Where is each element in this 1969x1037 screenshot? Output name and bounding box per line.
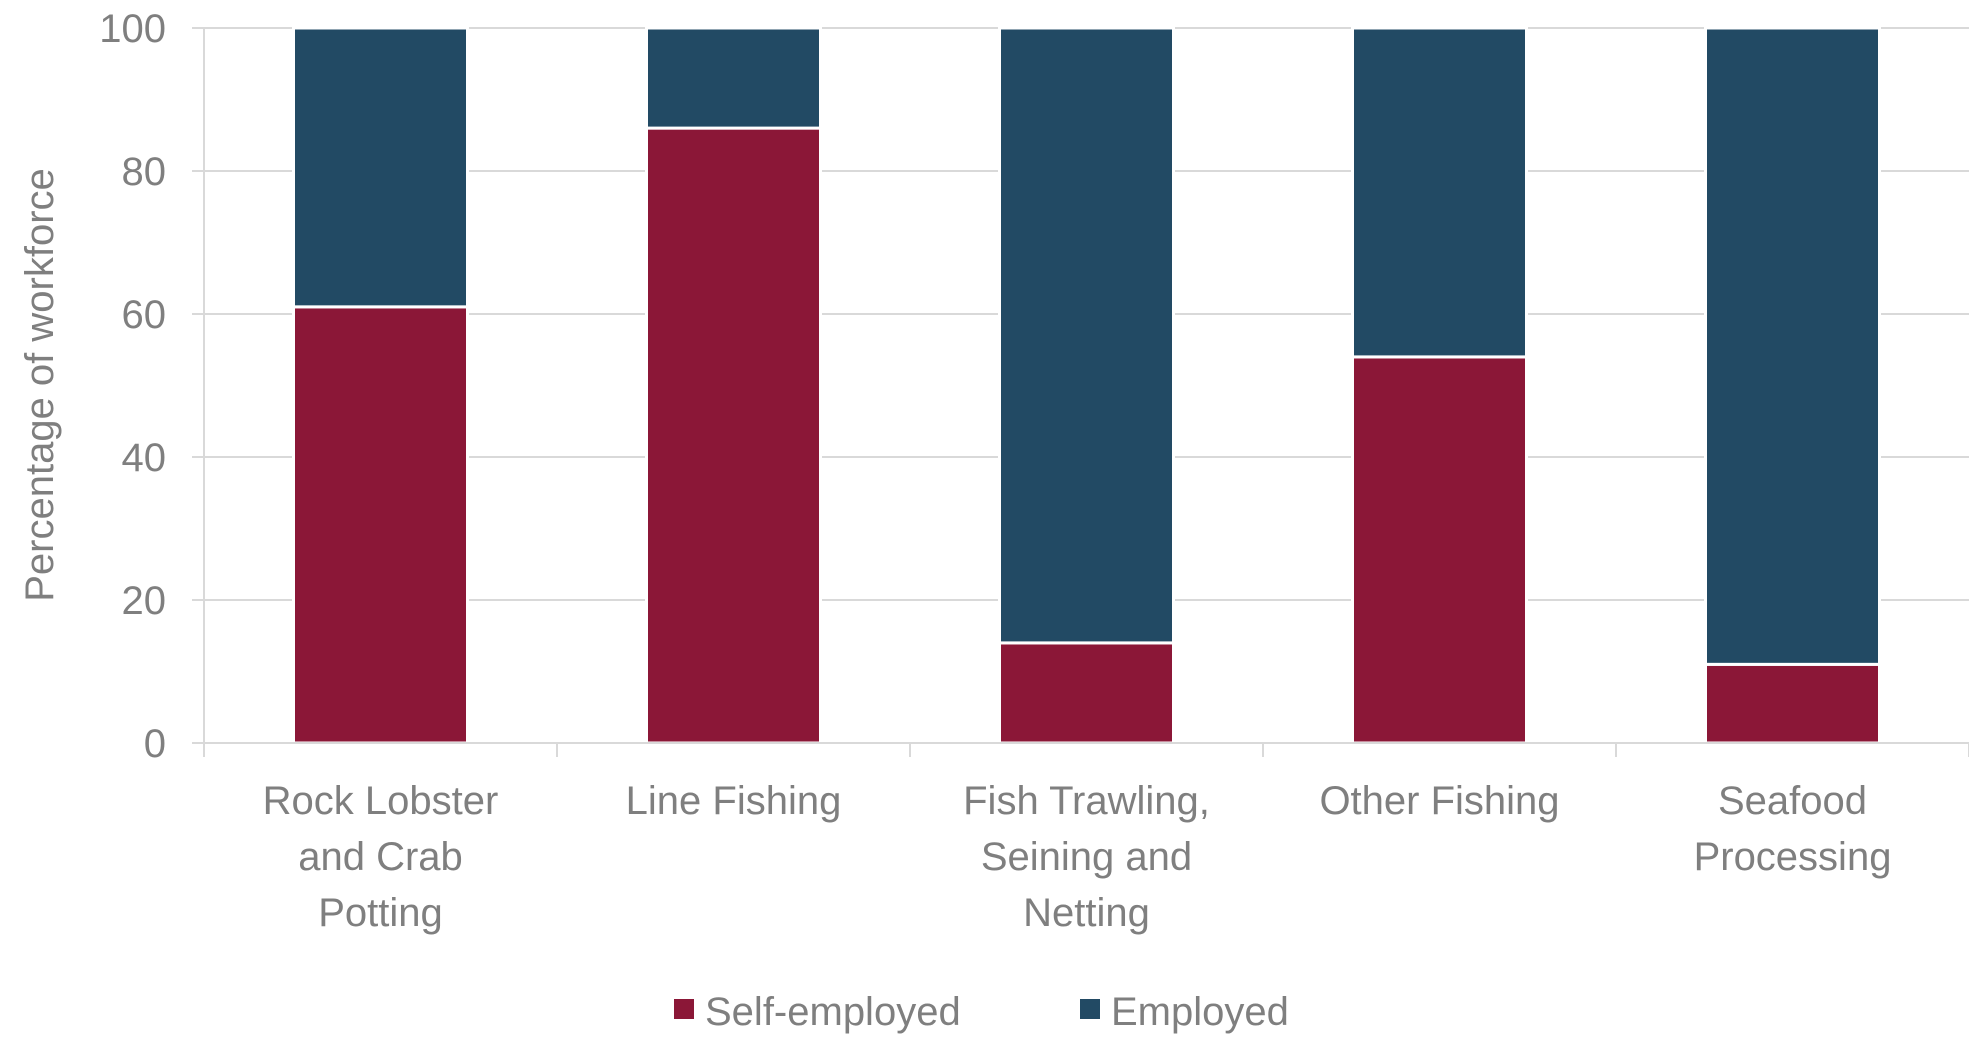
bar-self-employed-5 bbox=[1706, 664, 1880, 743]
category-labels: Rock Lobster and Crab Potting Line Fishing F… bbox=[263, 779, 1892, 935]
legend-swatch bbox=[674, 999, 694, 1019]
category-label-line: Fish Trawling, bbox=[963, 779, 1210, 823]
category-label-line: Seining and bbox=[981, 835, 1192, 879]
legend: Self-employed Employed bbox=[674, 990, 1289, 1034]
x-tick-marks bbox=[204, 743, 1969, 757]
bar-self-employed-1 bbox=[294, 307, 468, 743]
bar-self-employed-2 bbox=[647, 128, 821, 743]
y-tick-label: 60 bbox=[122, 293, 167, 337]
bar-employed-2 bbox=[647, 28, 821, 128]
category-label: Seafood Processing bbox=[1694, 779, 1892, 879]
y-tick-label: 20 bbox=[122, 579, 167, 623]
y-tick-labels: 0 20 40 60 80 100 bbox=[99, 7, 166, 766]
y-tick-label: 100 bbox=[99, 7, 166, 51]
category-label: Line Fishing bbox=[626, 779, 842, 823]
legend-swatch bbox=[1080, 999, 1100, 1019]
category-label-line: Rock Lobster bbox=[263, 779, 499, 823]
category-label-line: and Crab bbox=[298, 835, 463, 879]
category-label: Other Fishing bbox=[1319, 779, 1559, 823]
bar-employed-4 bbox=[1353, 28, 1527, 357]
category-label: Fish Trawling, Seining and Netting bbox=[963, 779, 1210, 935]
legend-label: Employed bbox=[1111, 990, 1289, 1034]
legend-label: Self-employed bbox=[705, 990, 961, 1034]
category-label-line: Line Fishing bbox=[626, 779, 842, 823]
category-label-line: Seafood bbox=[1718, 779, 1867, 823]
bar-self-employed-3 bbox=[1000, 643, 1174, 743]
y-tick-label: 40 bbox=[122, 436, 167, 480]
y-axis-title: Percentage of workforce bbox=[18, 168, 62, 602]
bar-employed-5 bbox=[1706, 28, 1880, 664]
y-tick-label: 0 bbox=[144, 722, 166, 766]
bars bbox=[294, 28, 1880, 743]
category-label-line: Other Fishing bbox=[1319, 779, 1559, 823]
category-label-line: Potting bbox=[318, 891, 443, 935]
category-label: Rock Lobster and Crab Potting bbox=[263, 779, 499, 935]
bar-employed-3 bbox=[1000, 28, 1174, 643]
bar-self-employed-4 bbox=[1353, 357, 1527, 743]
bar-employed-1 bbox=[294, 28, 468, 307]
category-label-line: Processing bbox=[1694, 835, 1892, 879]
y-tick-label: 80 bbox=[122, 150, 167, 194]
category-label-line: Netting bbox=[1023, 891, 1150, 935]
